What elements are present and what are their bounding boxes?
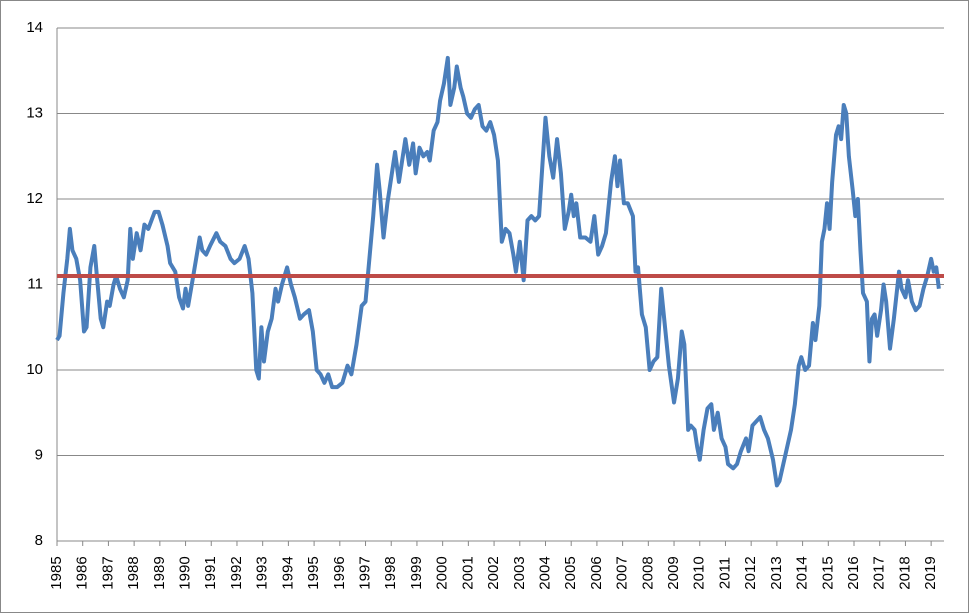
x-tick-label: 2005 — [562, 556, 579, 589]
x-tick-label: 1998 — [382, 556, 399, 589]
x-tick-label: 2013 — [768, 556, 785, 589]
x-tick-label: 1993 — [254, 556, 271, 589]
x-tick-label: 2009 — [665, 556, 682, 589]
x-tick-label: 1995 — [305, 556, 322, 589]
y-tick-label: 12 — [26, 190, 43, 207]
x-tick-label: 2004 — [536, 556, 553, 589]
x-tick-label: 2015 — [819, 556, 836, 589]
x-tick-label: 2003 — [511, 556, 528, 589]
x-tick-label: 1999 — [408, 556, 425, 589]
x-tick-label: 1986 — [74, 556, 91, 589]
x-tick-label: 1997 — [356, 556, 373, 589]
y-tick-label: 13 — [26, 104, 43, 121]
x-tick-label: 1989 — [151, 556, 168, 589]
y-tick-label: 8 — [35, 532, 43, 549]
x-tick-label: 2010 — [691, 556, 708, 589]
x-tick-label: 2017 — [871, 556, 888, 589]
x-tick-label: 2001 — [459, 556, 476, 589]
x-tick-label: 2000 — [434, 556, 451, 589]
x-tick-label: 2014 — [794, 556, 811, 589]
x-tick-label: 1988 — [125, 556, 142, 589]
x-tick-label: 1987 — [99, 556, 116, 589]
x-tick-label: 1990 — [177, 556, 194, 589]
x-tick-label: 2008 — [639, 556, 656, 589]
y-tick-label: 9 — [35, 446, 43, 463]
x-tick-label: 2011 — [716, 557, 733, 589]
x-tick-label: 2007 — [614, 556, 631, 589]
x-tick-label: 1985 — [48, 556, 65, 589]
x-tick-label: 2006 — [588, 556, 605, 589]
x-tick-label: 1991 — [202, 556, 219, 589]
x-tick-label: 2016 — [845, 556, 862, 589]
x-tick-label: 2019 — [922, 556, 939, 589]
x-tick-label: 1996 — [331, 556, 348, 589]
x-tick-label: 1992 — [228, 556, 245, 589]
x-tick-label: 2018 — [896, 556, 913, 589]
y-tick-label: 10 — [26, 361, 43, 378]
y-tick-label: 14 — [26, 19, 43, 36]
y-tick-label: 11 — [27, 275, 43, 292]
x-tick-label: 2012 — [742, 556, 759, 589]
x-tick-label: 1994 — [279, 556, 296, 589]
data-line — [55, 55, 941, 488]
x-tick-label: 2002 — [485, 556, 502, 589]
